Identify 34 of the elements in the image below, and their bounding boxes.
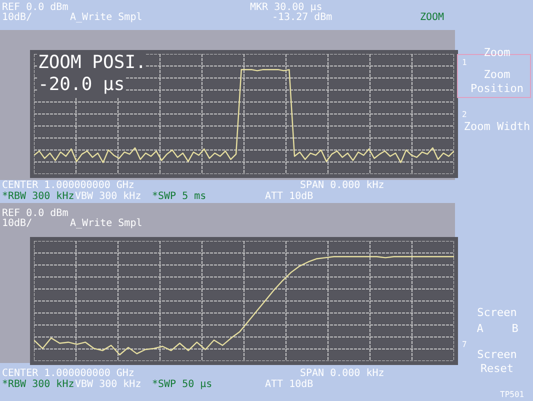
text: 10dB/ (2, 12, 32, 24)
text: A_Write Smpl (70, 12, 142, 24)
text: SPAN 0.000 kHz (300, 180, 384, 191)
text: Screen Reset (476, 348, 518, 376)
text: 10dB/ (2, 218, 32, 230)
text: VBW 300 kHz (75, 379, 142, 392)
text: 2 (462, 110, 467, 120)
text: ATT 10dB (265, 379, 314, 392)
annotation: -20.0 µs (38, 74, 125, 96)
text: TP501 (500, 390, 524, 400)
text: *SWP 5 ms (152, 191, 206, 204)
text: Screen (476, 306, 518, 320)
text: B (510, 322, 520, 336)
text: Zoom Position (470, 68, 524, 96)
text: VBW 300 kHz (75, 191, 142, 204)
text: *RBW 300 kHz (2, 191, 74, 204)
text: -13.27 dBm (272, 12, 332, 24)
text: ZOOM (420, 12, 444, 24)
text: A_Write Smpl (70, 218, 142, 230)
annotation: ZOOM POSI. (38, 52, 146, 74)
text: MKR 30.00 µs (250, 2, 322, 13)
text: *RBW 300 kHz (2, 379, 74, 392)
text: SPAN 0.000 kHz (300, 368, 384, 379)
text: REF 0.0 dBm (2, 2, 68, 13)
text: 1 (462, 58, 467, 68)
text: Zoom Width (463, 120, 531, 134)
text: CENTER 1.000000000 GHz (2, 180, 134, 191)
text: REF 0.0 dBm (2, 208, 68, 219)
text: ATT 10dB (265, 191, 314, 204)
text: *SWP 50 µs (152, 379, 212, 392)
text: CENTER 1.000000000 GHz (2, 368, 134, 379)
text: A (476, 322, 484, 336)
text: 7 (462, 340, 467, 350)
text: Zoom (482, 46, 512, 60)
